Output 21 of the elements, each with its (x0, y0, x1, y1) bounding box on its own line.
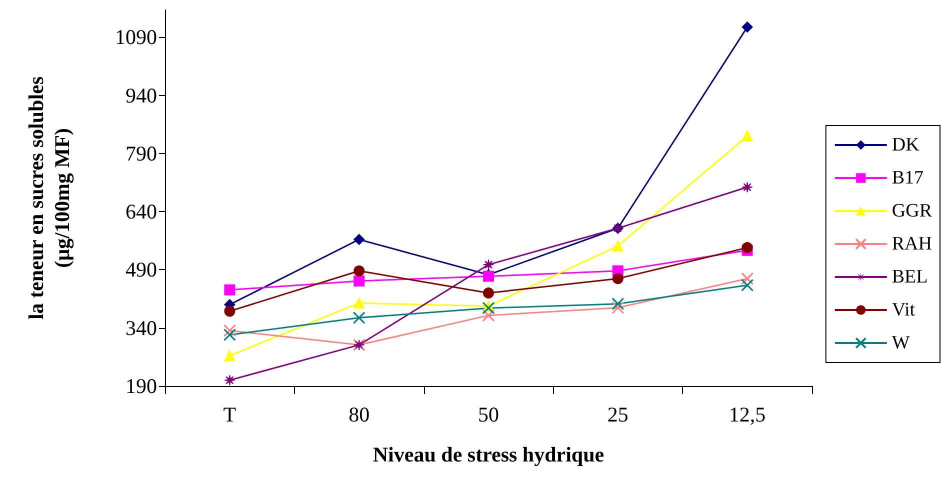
legend-label: BEL (892, 266, 928, 288)
x-tick-label: 25 (607, 402, 628, 426)
x-tick-label: 80 (348, 402, 370, 426)
x-tick-label: 50 (478, 402, 499, 426)
legend-label: DK (892, 134, 920, 156)
legend-label: B17 (892, 168, 924, 188)
x-tick-label: T (223, 402, 236, 426)
legend-label: RAH (892, 234, 932, 254)
y-axis-title: la teneur en sucres solubles (µg/100mg MF) (24, 76, 74, 320)
legend-label: Vit (892, 300, 916, 320)
y-tick-label: 1090 (115, 25, 157, 50)
legend-label: W (892, 332, 910, 354)
x-tick-label: 12,5 (728, 402, 766, 426)
y-tick-label: 640 (126, 200, 157, 224)
legend-label: GGR (892, 200, 932, 222)
x-axis-title: Niveau de stress hydrique (372, 442, 604, 466)
y-tick-label: 790 (126, 141, 157, 166)
y-tick-label: 940 (126, 83, 157, 108)
y-tick-label: 190 (126, 374, 157, 398)
y-tick-label: 490 (126, 258, 157, 282)
y-tick-label: 340 (126, 316, 157, 340)
